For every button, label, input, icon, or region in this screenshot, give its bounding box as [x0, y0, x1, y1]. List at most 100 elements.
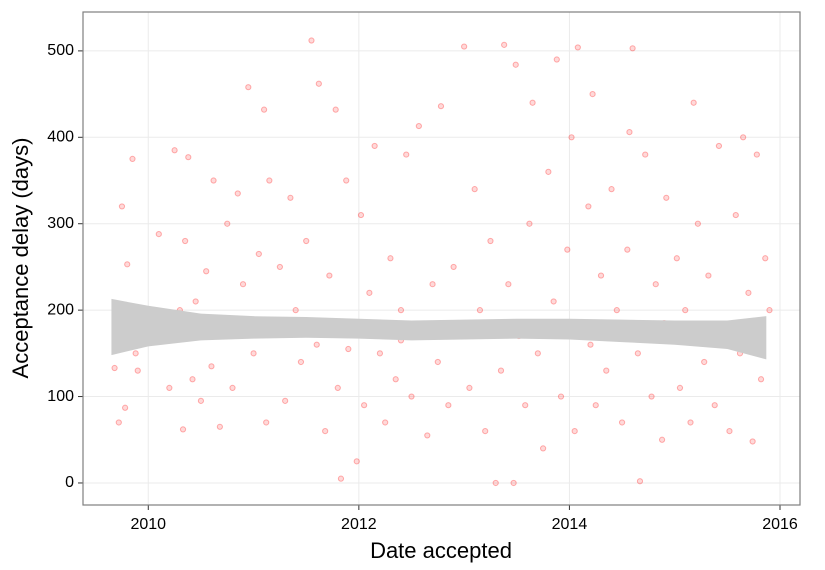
data-point	[179, 426, 187, 433]
data-point	[757, 376, 765, 383]
data-point	[155, 230, 162, 238]
data-point	[234, 190, 241, 197]
data-point	[732, 211, 739, 219]
data-point	[618, 419, 626, 426]
data-point	[415, 122, 422, 130]
data-point	[171, 147, 178, 154]
x-axis-title: Date accepted	[370, 538, 512, 563]
data-point	[694, 220, 701, 227]
data-point	[636, 478, 644, 485]
data-point	[529, 99, 536, 106]
data-point	[185, 154, 192, 161]
data-point	[497, 367, 505, 374]
data-point	[366, 289, 373, 296]
data-point	[676, 384, 684, 392]
plot-border	[82, 11, 801, 506]
data-point	[648, 393, 655, 400]
data-point	[466, 384, 473, 392]
data-point	[434, 358, 441, 366]
data-point	[682, 307, 689, 314]
data-point	[208, 363, 215, 370]
data-point	[512, 61, 519, 68]
data-point	[540, 445, 547, 452]
data-point	[216, 423, 223, 430]
data-point	[210, 177, 217, 184]
data-point	[303, 237, 310, 245]
data-point	[687, 419, 694, 426]
data-point	[510, 479, 517, 487]
plot-area	[83, 12, 800, 505]
data-point	[332, 106, 339, 113]
data-point	[326, 272, 333, 279]
data-point	[424, 432, 431, 439]
data-point	[526, 220, 533, 227]
data-point	[626, 129, 633, 136]
data-point	[250, 350, 257, 357]
data-point	[592, 402, 599, 409]
data-point	[613, 307, 620, 314]
data-point	[397, 307, 405, 314]
data-point	[337, 475, 345, 482]
data-point	[461, 43, 468, 50]
data-point	[642, 151, 649, 158]
data-point	[437, 103, 445, 110]
data-point	[673, 255, 680, 262]
data-point	[766, 307, 773, 314]
data-point	[192, 298, 199, 305]
data-point	[690, 99, 697, 106]
data-point	[726, 428, 733, 435]
data-point	[753, 151, 760, 158]
data-point	[740, 134, 747, 141]
data-point	[132, 350, 139, 357]
data-point	[762, 255, 769, 262]
data-point	[111, 364, 118, 372]
data-point	[749, 438, 756, 445]
data-point	[574, 44, 581, 51]
data-point	[564, 246, 571, 253]
y-tick-label: 200	[47, 301, 74, 318]
data-point	[471, 186, 478, 193]
data-point	[658, 436, 666, 443]
y-tick-label: 0	[65, 474, 74, 491]
data-point	[203, 268, 210, 275]
data-point	[308, 37, 315, 44]
data-point	[353, 458, 360, 465]
data-point	[550, 298, 557, 305]
data-point	[115, 419, 122, 426]
data-point	[663, 194, 670, 201]
data-point	[589, 90, 596, 98]
data-point	[239, 281, 247, 288]
data-point	[634, 350, 641, 357]
data-point	[229, 384, 236, 392]
data-point	[276, 263, 283, 271]
y-tick-label: 400	[47, 129, 74, 146]
data-point	[557, 393, 565, 400]
data-point	[715, 142, 723, 150]
data-point	[134, 367, 141, 374]
data-point	[387, 255, 394, 262]
data-point	[245, 84, 252, 91]
data-point	[522, 402, 529, 409]
data-point	[287, 194, 294, 201]
data-point	[371, 142, 378, 150]
data-point	[745, 289, 752, 296]
data-point	[282, 397, 289, 404]
data-point	[392, 376, 399, 383]
data-point	[553, 56, 560, 63]
data-point	[501, 41, 508, 48]
data-point	[122, 404, 129, 411]
data-point	[376, 350, 384, 357]
x-tick-label: 2010	[130, 516, 166, 533]
data-point	[571, 428, 578, 435]
data-point	[315, 80, 322, 87]
data-point	[382, 419, 389, 426]
data-point	[408, 393, 415, 400]
data-point	[587, 341, 594, 348]
plot-background	[83, 12, 800, 505]
data-point	[260, 106, 268, 113]
data-point	[429, 281, 436, 288]
data-point	[263, 419, 270, 426]
data-point	[597, 272, 605, 279]
y-tick-label: 300	[47, 215, 74, 232]
